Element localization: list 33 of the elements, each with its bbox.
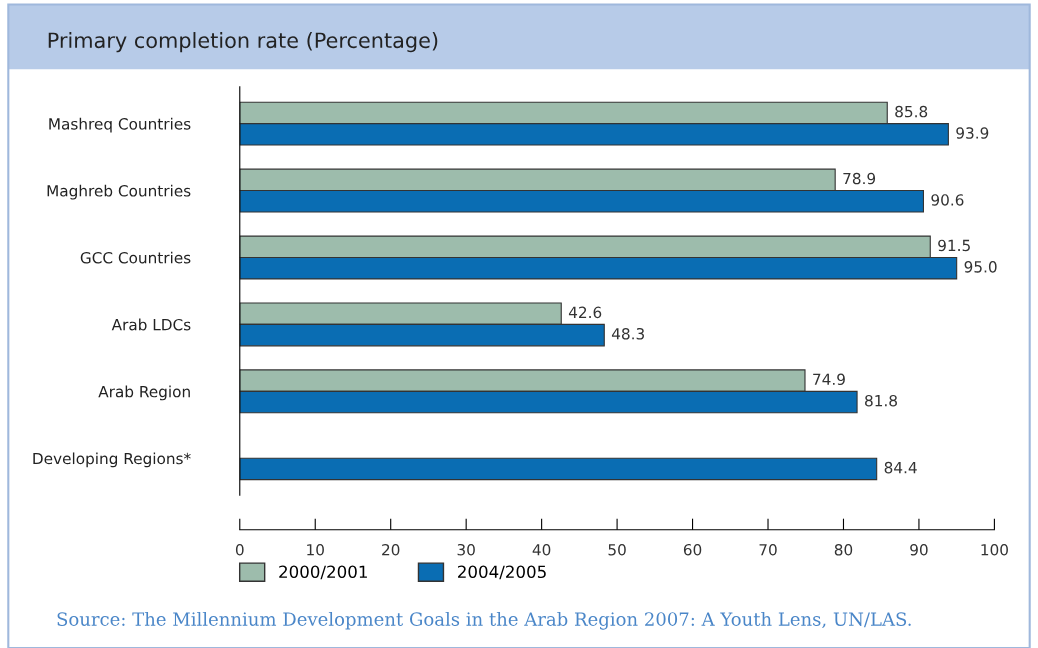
x-tick-label: 70 [759, 543, 777, 556]
data-label: 42.6 [568, 306, 602, 319]
x-tick-label: 10 [307, 543, 324, 556]
chart-title: Primary completion rate (Percentage) [48, 32, 438, 53]
bar [239, 457, 878, 481]
data-label: 84.4 [884, 461, 917, 474]
x-tick-label: 30 [457, 543, 475, 556]
data-label: 95.0 [964, 261, 997, 273]
x-tick-label: 20 [382, 543, 400, 556]
data-label: 85.8 [895, 105, 928, 118]
legend-label: 2000/2001 [279, 565, 367, 580]
data-label: 74.9 [813, 373, 845, 386]
x-tick-label: 100 [981, 543, 1008, 556]
y-tick-label: Arab Region [98, 385, 190, 401]
x-tick-label: 0 [235, 543, 244, 556]
legend-label: 2004/2005 [458, 565, 546, 580]
data-label: 91.5 [938, 239, 970, 252]
y-tick-label: Mashreq Countries [49, 117, 191, 133]
y-tick-label: Arab LDCs [111, 318, 191, 331]
x-tick-label: 80 [834, 543, 853, 556]
data-label: 93.9 [956, 127, 989, 139]
data-label: 81.8 [865, 394, 897, 407]
x-tick-label: 90 [910, 543, 928, 556]
x-tick-label: 40 [532, 543, 551, 556]
data-label: 90.6 [931, 194, 964, 206]
source-note: Source: The Millennium Development Goals in the Arab Region 2007: A Youth Lens, UN/LAS. [57, 611, 911, 630]
y-tick-label: GCC Countries [80, 251, 191, 264]
data-label: 78.9 [843, 172, 876, 185]
x-tick-label: 60 [683, 543, 702, 556]
x-tick-label: 50 [608, 543, 626, 556]
y-tick-label: Developing Regions* [33, 452, 191, 468]
data-label: 48.3 [611, 328, 644, 340]
y-tick-label: Maghreb Countries [47, 184, 191, 200]
